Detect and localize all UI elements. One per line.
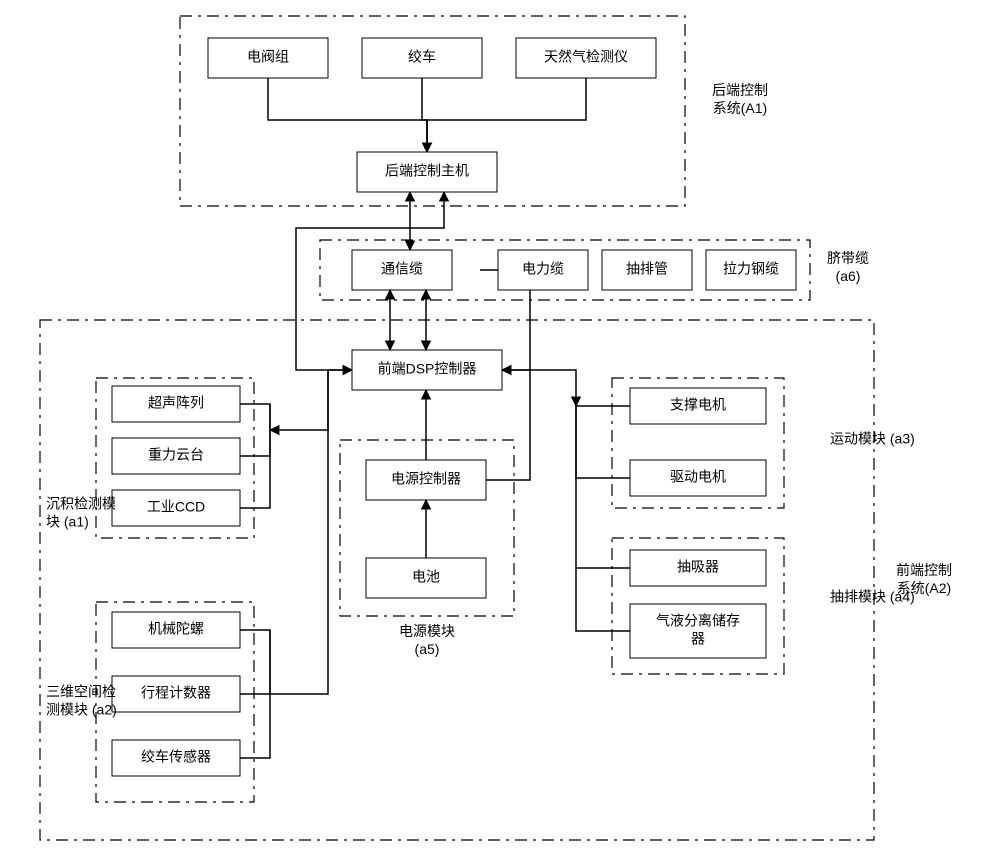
node-label-sep-2: 器 bbox=[691, 631, 705, 647]
node-label-gimbal: 重力云台 bbox=[148, 447, 204, 463]
node-label-dsp: 前端DSP控制器 bbox=[378, 361, 477, 377]
node-label-power: 电力缆 bbox=[522, 261, 564, 277]
node-label-winch: 绞车 bbox=[408, 49, 436, 65]
connector bbox=[270, 370, 352, 430]
group-label-A2: 前端控制 bbox=[896, 562, 952, 578]
group-label-a5: 电源模块 bbox=[399, 623, 455, 639]
connector bbox=[576, 406, 630, 478]
connector bbox=[270, 370, 328, 694]
node-label-gyro: 机械陀螺 bbox=[148, 621, 204, 637]
connector bbox=[502, 370, 576, 406]
group-label-a1-2: 块 (a1) bbox=[46, 514, 89, 530]
node-label-backend: 后端控制主机 bbox=[385, 163, 469, 179]
node-label-tension: 拉力钢缆 bbox=[723, 261, 779, 277]
connector bbox=[240, 404, 270, 456]
group-label-a2-2: 测模块 (a2) bbox=[46, 702, 117, 718]
connector bbox=[427, 78, 586, 152]
node-label-winchS: 绞车传感器 bbox=[141, 749, 211, 765]
block-diagram: 电阀组 绞车 天然气检测仪后端控制主机通信缆 电力缆 抽排管 拉力钢缆前端DSP控制器超声… bbox=[0, 0, 1000, 854]
node-label-pctrl: 电源控制器 bbox=[391, 471, 461, 487]
group-label-a2: 三维空间检 bbox=[46, 684, 116, 700]
node-label-gasdet: 天然气检测仪 bbox=[544, 49, 628, 65]
connector bbox=[240, 630, 270, 694]
group-label-a6-2: (a6) bbox=[836, 268, 861, 284]
group-label-a3: 运动模块 (a3) bbox=[830, 431, 915, 447]
group-label-a1: 沉积检测模 bbox=[46, 496, 116, 512]
node-label-supmot: 支撑电机 bbox=[670, 397, 726, 413]
node-label-ultra: 超声阵列 bbox=[148, 395, 204, 411]
node-label-suction: 抽吸器 bbox=[677, 559, 719, 575]
group-label-A1: 后端控制 bbox=[712, 82, 768, 98]
node-label-valve: 电阀组 bbox=[247, 49, 289, 65]
node-label-sep: 气液分离储存 bbox=[656, 613, 740, 629]
node-label-drvmot: 驱动电机 bbox=[670, 469, 726, 485]
node-label-comm: 通信缆 bbox=[381, 261, 423, 277]
connector bbox=[268, 78, 427, 152]
group-label-a6: 脐带缆 bbox=[827, 250, 869, 266]
group-label-a4: 抽排模块 (a4) bbox=[830, 589, 915, 605]
group-label-a5-2: (a5) bbox=[415, 641, 440, 657]
group-label-A1-2: 系统(A1) bbox=[713, 100, 767, 116]
connector bbox=[576, 568, 630, 631]
node-label-battery: 电池 bbox=[412, 569, 440, 585]
node-label-ccd: 工业CCD bbox=[147, 499, 205, 515]
node-label-counter: 行程计数器 bbox=[141, 685, 211, 701]
node-label-pipe: 抽排管 bbox=[626, 261, 668, 277]
